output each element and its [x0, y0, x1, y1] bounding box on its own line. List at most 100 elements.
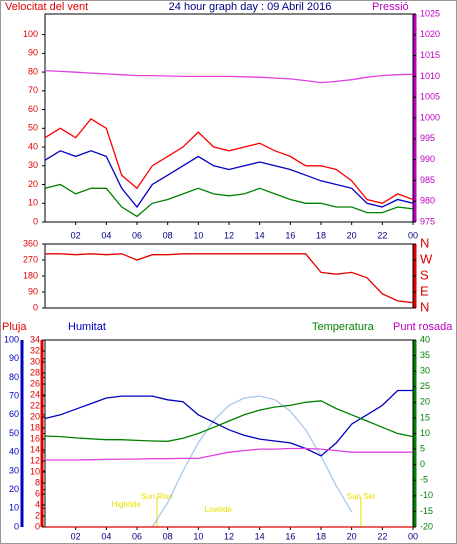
series-line [45, 447, 413, 461]
y2-tick-label: 1000 [420, 112, 440, 122]
dewpoint-label: Punt rosada [393, 321, 453, 333]
y-tick-label: 180 [23, 270, 38, 280]
y-tick-label: 20 [28, 179, 38, 189]
y3-tick-label: 2 [35, 510, 40, 520]
annotation: Sun Set [347, 492, 376, 501]
y3-tick-label: 28 [30, 367, 40, 377]
y-tick-label: 100 [4, 334, 19, 344]
y2-tick-label: N [420, 299, 429, 314]
y2-tick-label: 1010 [420, 71, 440, 81]
y2-tick-label: 20 [420, 397, 430, 407]
series-line [44, 150, 414, 209]
y-tick-label: 10 [28, 198, 38, 208]
x-tick-label: 22 [377, 531, 387, 541]
y-tick-label: 360 [23, 238, 38, 248]
y2-tick-label: 30 [420, 366, 430, 376]
y2-tick-label: 975 [420, 216, 435, 226]
y2-tick-label: 1015 [420, 50, 440, 60]
y2-tick-label: E [420, 283, 429, 298]
y-tick-label: 70 [9, 390, 19, 400]
y2-tick-label: 985 [420, 175, 435, 185]
y-tick-label: 0 [33, 302, 38, 312]
x-tick-label: 00 [408, 230, 418, 240]
y3-tick-label: 18 [30, 422, 40, 432]
annotation: Lowtide [204, 505, 232, 514]
y-tick-label: 10 [9, 503, 19, 513]
y2-tick-label: 1025 [420, 8, 440, 18]
y3-tick-label: 10 [30, 466, 40, 476]
y2-tick-label: -10 [420, 490, 433, 500]
y2-tick-label: -15 [420, 506, 433, 516]
y3-tick-label: 26 [30, 378, 40, 388]
y2-tick-label: 40 [420, 334, 430, 344]
x-tick-label: 16 [285, 531, 295, 541]
y3-tick-label: 12 [30, 455, 40, 465]
y2-tick-label: S [420, 267, 429, 282]
y-tick-label: 270 [23, 254, 38, 264]
y3-tick-label: 0 [35, 521, 40, 531]
y-tick-label: 50 [28, 123, 38, 133]
y2-tick-label: 35 [420, 350, 430, 360]
x-tick-label: 12 [224, 531, 234, 541]
y2-tick-label: 10 [420, 428, 430, 438]
y-tick-label: 20 [9, 484, 19, 494]
x-tick-label: 12 [224, 230, 234, 240]
x-tick-label: 04 [101, 531, 111, 541]
pressure-label: Pressió [372, 1, 409, 13]
y-tick-label: 90 [9, 353, 19, 363]
y-tick-label: 0 [33, 216, 38, 226]
series-line [44, 69, 414, 84]
y3-tick-label: 30 [30, 356, 40, 366]
chart-title: 24 hour graph day : 09 Abril 2016 [169, 1, 332, 13]
series-line [44, 389, 413, 457]
y2-tick-label: 980 [420, 196, 435, 206]
y3-tick-label: 14 [30, 444, 40, 454]
y-tick-label: 40 [28, 141, 38, 151]
y-tick-label: 50 [9, 428, 19, 438]
x-tick-label: 06 [132, 230, 142, 240]
y-tick-label: 80 [9, 372, 19, 382]
y-tick-label: 40 [9, 447, 19, 457]
x-tick-label: 14 [255, 230, 265, 240]
series-line [44, 400, 414, 442]
x-tick-label: 08 [163, 230, 173, 240]
y2-tick-label: 1005 [420, 92, 440, 102]
y-tick-label: 80 [28, 66, 38, 76]
y2-tick-label: 995 [420, 133, 435, 143]
y3-tick-label: 8 [35, 477, 40, 487]
y3-tick-label: 34 [30, 334, 40, 344]
y2-tick-label: 5 [420, 443, 425, 453]
y3-tick-label: 16 [30, 433, 40, 443]
y2-tick-label: 990 [420, 154, 435, 164]
annotation: Sun Rise [141, 492, 174, 501]
y-tick-label: 60 [28, 104, 38, 114]
temperature-label: Temperatura [312, 321, 375, 333]
y2-tick-label: 15 [420, 412, 430, 422]
y2-tick-label: -5 [420, 475, 428, 485]
x-tick-label: 16 [285, 230, 295, 240]
y3-tick-label: 32 [30, 345, 40, 355]
y-tick-label: 90 [28, 48, 38, 58]
y-tick-label: 100 [23, 29, 38, 39]
wind-label: Velocitat del vent [5, 1, 88, 13]
y2-tick-label: 1020 [420, 29, 440, 39]
humidity-label: Humitat [68, 321, 106, 333]
x-tick-label: 04 [101, 230, 111, 240]
y3-tick-label: 22 [30, 400, 40, 410]
y-tick-label: 60 [9, 409, 19, 419]
y-tick-label: 70 [28, 85, 38, 95]
y-tick-label: 90 [28, 286, 38, 296]
y-tick-label: 0 [14, 521, 19, 531]
y2-tick-label: 25 [420, 381, 430, 391]
y-tick-label: 30 [28, 160, 38, 170]
series-line [151, 395, 353, 528]
y3-tick-label: 24 [30, 389, 40, 399]
y2-tick-label: 0 [420, 459, 425, 469]
x-tick-label: 10 [193, 230, 203, 240]
y2-tick-label: -20 [420, 521, 433, 531]
series-line [45, 253, 414, 304]
annotation: Hightide [112, 500, 142, 509]
x-tick-label: 14 [255, 531, 265, 541]
